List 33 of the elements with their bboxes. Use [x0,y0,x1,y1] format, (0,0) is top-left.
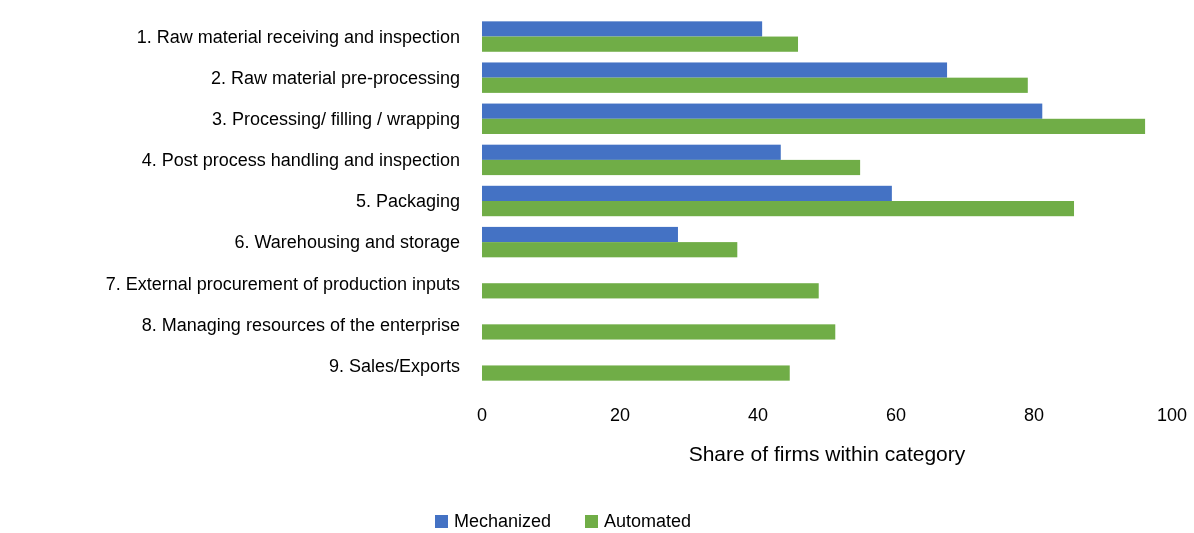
bar [482,242,738,258]
bar [482,226,678,243]
bar [482,201,1075,217]
bar [482,365,790,381]
legend-label: Automated [604,511,692,531]
y-tick-label: 9. Sales/Exports [328,355,460,376]
legend-label: Mechanized [454,511,552,531]
x-tick-label: 20 [609,405,631,425]
bar [482,21,763,37]
bar [482,159,861,176]
bar [482,283,819,299]
bar [482,118,1146,134]
y-tick-label: 1. Raw material receiving and inspection [136,26,460,47]
bar [482,77,1028,93]
bar [482,62,948,78]
y-tick-label: 6. Warehousing and storage [234,232,460,253]
x-tick-label: 80 [1023,405,1045,425]
y-tick-label: 2. Raw material pre-processing [210,67,460,88]
x-axis-title: Share of firms within category [688,442,966,465]
bar [482,103,1043,119]
bar [482,185,892,201]
y-tick-label: 5. Packaging [355,191,460,212]
bar [482,36,799,52]
y-tick-label: 8. Managing resources of the enterprise [141,314,460,335]
x-tick-label: 60 [885,405,907,425]
x-tick-label: 100 [1156,405,1188,425]
x-tick-label: 0 [476,405,488,425]
bar [482,144,781,160]
y-tick-label: 4. Post process handling and inspection [141,150,460,171]
y-tick-label: 3. Processing/ filling / wrapping [211,109,460,130]
x-tick-label: 40 [747,405,769,425]
bar [482,324,836,340]
y-tick-label: 7. External procurement of production inputs [105,273,460,294]
